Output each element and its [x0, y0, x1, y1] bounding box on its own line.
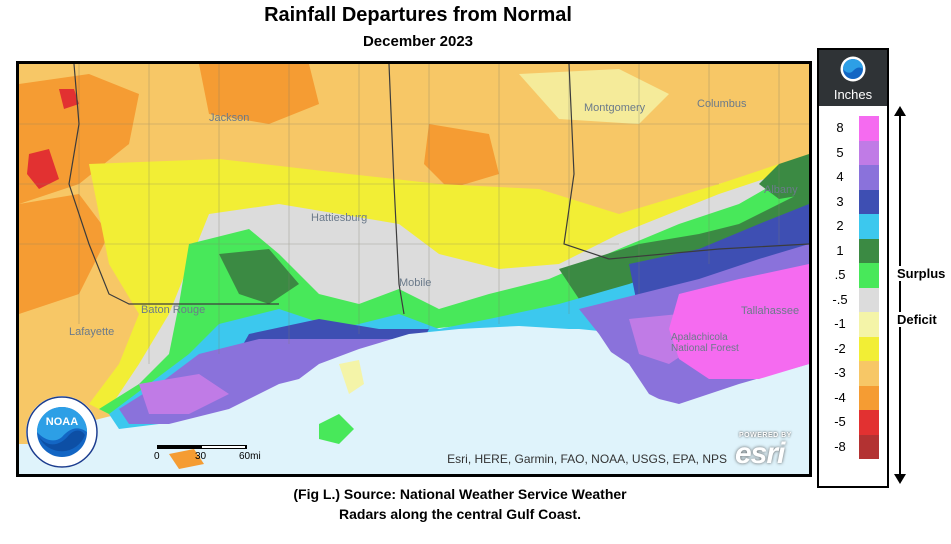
- surplus-label: Surplus: [895, 266, 948, 281]
- noaa-logo-icon: NOAA: [25, 395, 99, 469]
- legend-swatches: [859, 116, 879, 459]
- rainfall-map[interactable]: Jackson Montgomery Columbus Hattiesburg …: [16, 61, 812, 477]
- deficit-label: Deficit: [895, 312, 939, 327]
- legend-label: -5: [834, 414, 846, 429]
- legend-label: -3: [834, 365, 846, 380]
- figure-caption: (Fig L.) Source: National Weather Servic…: [0, 484, 920, 524]
- legend-swatch: [859, 140, 879, 165]
- place-label: Mobile: [399, 277, 432, 289]
- scale-bar: 0 30 60mi: [154, 441, 261, 463]
- legend-label: -.5: [832, 291, 848, 307]
- legend-swatch: [859, 238, 879, 263]
- scale-label-60: 60mi: [239, 451, 261, 462]
- map-canvas: [19, 64, 809, 474]
- legend-swatch: [859, 287, 879, 312]
- legend-swatch: [859, 410, 879, 435]
- legend-swatch: [859, 165, 879, 190]
- esri-powered-label: POWERED BY: [739, 432, 792, 439]
- place-label: Columbus: [697, 98, 747, 110]
- legend-swatch: [859, 189, 879, 214]
- legend-label: 3: [836, 193, 844, 209]
- place-label: Montgomery: [584, 102, 646, 114]
- legend-swatch: [859, 214, 879, 239]
- legend-swatch: [859, 361, 879, 386]
- legend-label: 5: [836, 144, 844, 160]
- legend-label: -2: [834, 340, 846, 356]
- legend-swatch: [859, 263, 879, 288]
- legend-label: 8: [836, 120, 844, 135]
- place-label: Baton Rouge: [141, 304, 206, 316]
- esri-name-label: esri: [735, 437, 785, 470]
- legend-panel: Inches 8 5 4 3 2 1 .5 -.5 -1 -2 -3 -4 -5…: [817, 48, 889, 488]
- scale-label-30: 30: [195, 451, 207, 462]
- chart-subtitle: December 2023: [362, 33, 474, 50]
- place-label: Jackson: [209, 112, 250, 124]
- legend-label: 1: [836, 242, 844, 258]
- place-label: Lafayette: [69, 326, 115, 338]
- legend-swatch: [859, 312, 879, 337]
- legend-unit: Inches: [833, 87, 873, 102]
- legend-swatch: [859, 385, 879, 410]
- place-label: Apalachicola National Forest: [671, 332, 739, 354]
- legend-label: 2: [836, 218, 844, 233]
- map-attribution: Esri, HERE, Garmin, FAO, NOAA, USGS, EPA…: [447, 452, 727, 466]
- legend-swatch: [859, 434, 879, 459]
- place-label: Tallahassee: [741, 305, 800, 317]
- legend-label: .5: [834, 267, 846, 282]
- place-label: Albany: [764, 184, 798, 196]
- arrow-up-icon: [894, 106, 906, 116]
- arrow-down-icon: [894, 474, 906, 484]
- scale-label-0: 0: [154, 451, 160, 462]
- legend-labels: 8 5 4 3 2 1 .5 -.5 -1 -2 -3 -4 -5 -8: [823, 116, 857, 459]
- legend-swatch: [859, 116, 879, 141]
- legend-axis-line: [899, 112, 901, 474]
- chart-title: Rainfall Departures from Normal: [264, 4, 572, 26]
- noaa-mini-logo-icon: [840, 56, 866, 82]
- esri-logo-icon: POWERED BY esri: [735, 432, 799, 470]
- caption-line-2: Radars along the central Gulf Coast.: [339, 506, 581, 522]
- place-label: Hattiesburg: [311, 212, 368, 224]
- legend-swatch: [859, 336, 879, 361]
- caption-line-1: (Fig L.) Source: National Weather Servic…: [293, 486, 627, 502]
- legend-label: -4: [834, 389, 846, 405]
- legend-label: -1: [834, 316, 846, 331]
- legend-label: 4: [836, 169, 844, 184]
- svg-text:NOAA: NOAA: [46, 416, 78, 428]
- legend-header: Inches: [819, 50, 887, 106]
- legend-label: -8: [834, 438, 846, 454]
